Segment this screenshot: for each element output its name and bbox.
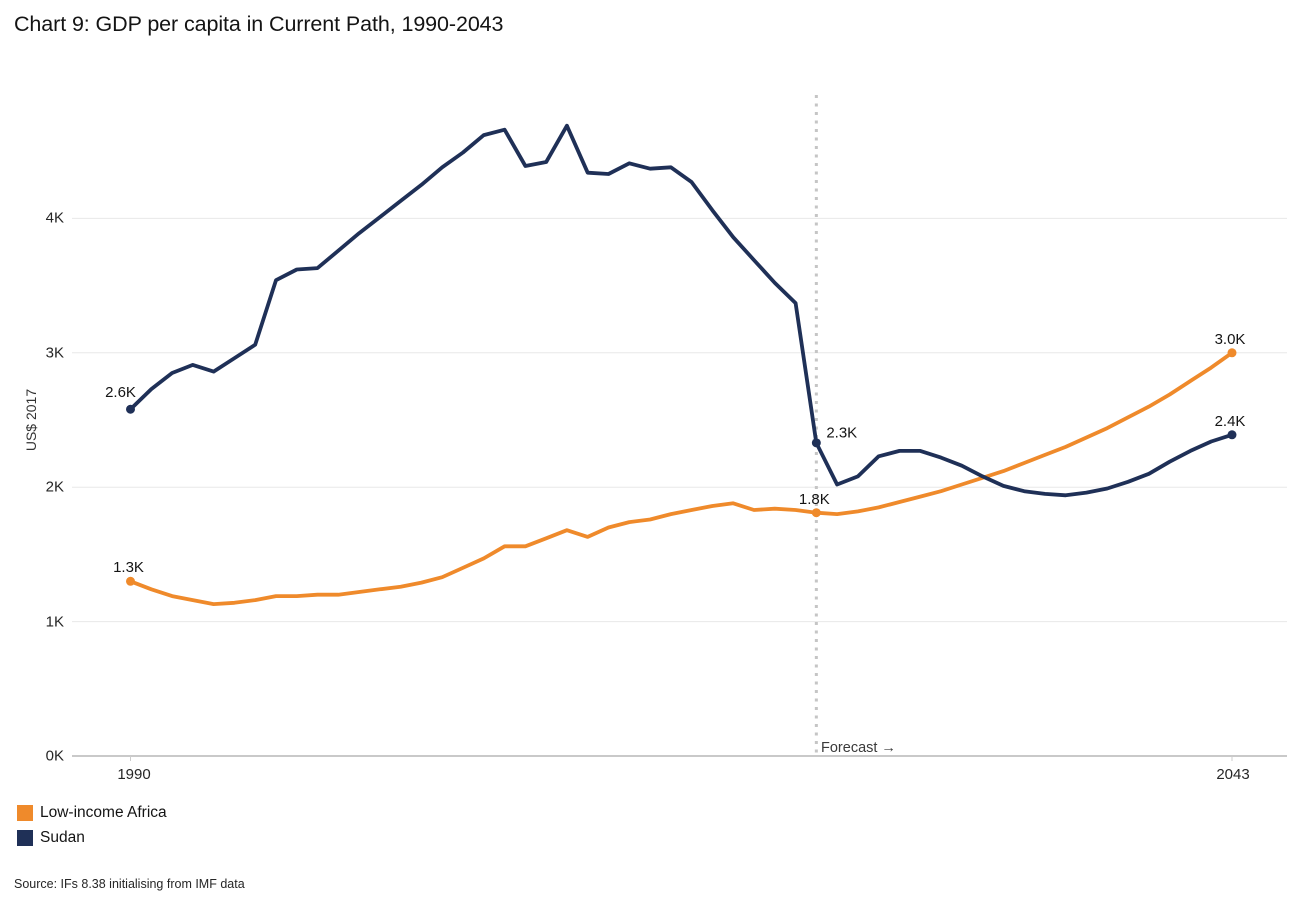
data-point-marker [1227,348,1237,358]
data-point-label: 3.0K [1214,330,1246,348]
source-note: Source: IFs 8.38 initialising from IMF d… [14,877,245,891]
legend-item-low-income-africa: Low-income Africa [17,804,167,822]
series-line-low-income-africa [128,350,1234,606]
forecast-label: Forecast → [821,740,896,756]
data-point-label: 2.4K [1214,412,1246,430]
data-point-marker [811,508,821,518]
legend-item-sudan: Sudan [17,829,167,847]
legend-swatch-low-income-africa [17,805,33,821]
y-tick-label: 1K [45,613,64,631]
legend-label-low-income-africa: Low-income Africa [40,804,167,821]
data-point-marker [126,576,135,586]
y-tick-label: 0K [45,747,64,765]
plot-area [72,95,1287,761]
y-tick-label: 2K [45,478,64,496]
x-axis-label-start: 1990 [117,766,151,783]
y-axis-label: US$ 2017 [23,388,39,452]
data-point-label: 2.3K [826,424,858,442]
legend-label-sudan: Sudan [40,829,85,846]
x-axis-label-end: 2043 [1216,766,1250,783]
y-tick-label: 3K [45,344,64,362]
series-line-sudan [128,123,1234,498]
data-point-marker [126,404,135,414]
legend: Low-income Africa Sudan [17,804,167,854]
data-point-label: 1.8K [798,490,830,508]
legend-swatch-sudan [17,830,33,846]
data-point-marker [1227,430,1237,440]
chart-title: Chart 9: GDP per capita in Current Path,… [14,12,504,36]
data-point-label: 2.6K [105,384,136,402]
data-point-marker [811,438,821,448]
data-point-label: 1.3K [113,559,144,577]
y-tick-label: 4K [45,209,64,227]
